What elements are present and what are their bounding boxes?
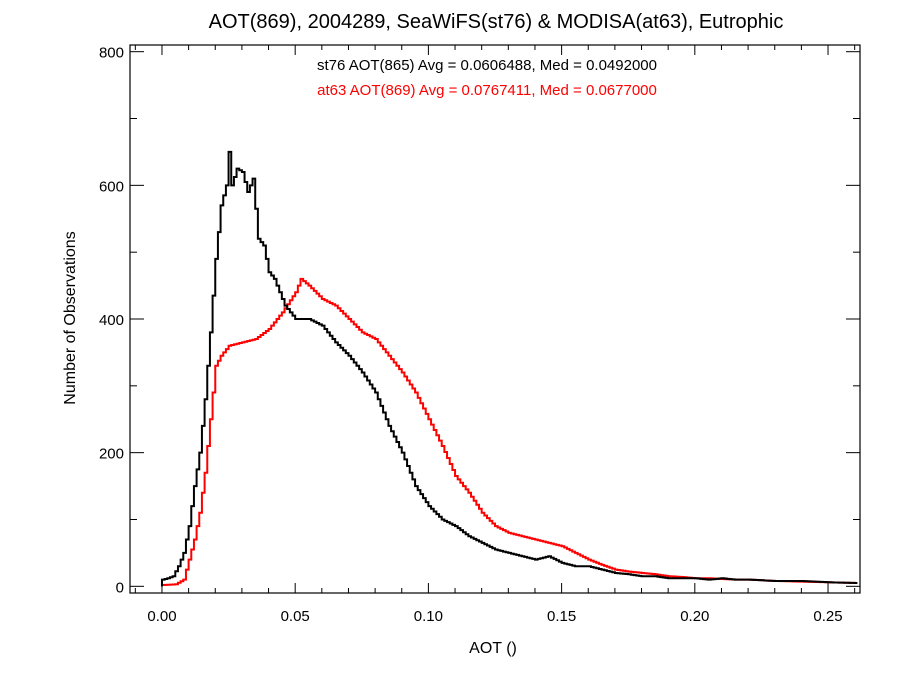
- chart-title: AOT(869), 2004289, SeaWiFS(st76) & MODIS…: [209, 11, 784, 33]
- x-tick-label: 0.15: [547, 608, 576, 625]
- x-tick-label: 0.05: [281, 608, 310, 625]
- axis-ticks: 0.00 0.05 0.10 0.15 0.20 0.25 0 200 400 600 800: [99, 45, 860, 625]
- x-axis-label: AOT (): [469, 640, 517, 657]
- x-tick-label: 0.00: [147, 608, 176, 625]
- x-tick-label: 0.25: [813, 608, 842, 625]
- y-tick-label: 0: [116, 579, 124, 596]
- y-tick-label: 400: [99, 312, 124, 329]
- annotation-st76-stats: st76 AOT(865) Avg = 0.0606488, Med = 0.0…: [317, 57, 657, 74]
- y-tick-label: 600: [99, 178, 124, 195]
- histogram-series: [160, 150, 858, 587]
- x-tick-label: 0.20: [680, 608, 709, 625]
- y-tick-label: 200: [99, 446, 124, 463]
- plot-frame: [129, 44, 861, 594]
- annotation-at63-stats: at63 AOT(869) Avg = 0.0767411, Med = 0.0…: [317, 82, 657, 99]
- histogram-series-line: [160, 150, 858, 587]
- y-tick-label: 800: [99, 45, 124, 62]
- x-tick-label: 0.10: [414, 608, 443, 625]
- histogram-series-line: [160, 277, 858, 587]
- y-axis-label: Number of Observations: [62, 231, 79, 404]
